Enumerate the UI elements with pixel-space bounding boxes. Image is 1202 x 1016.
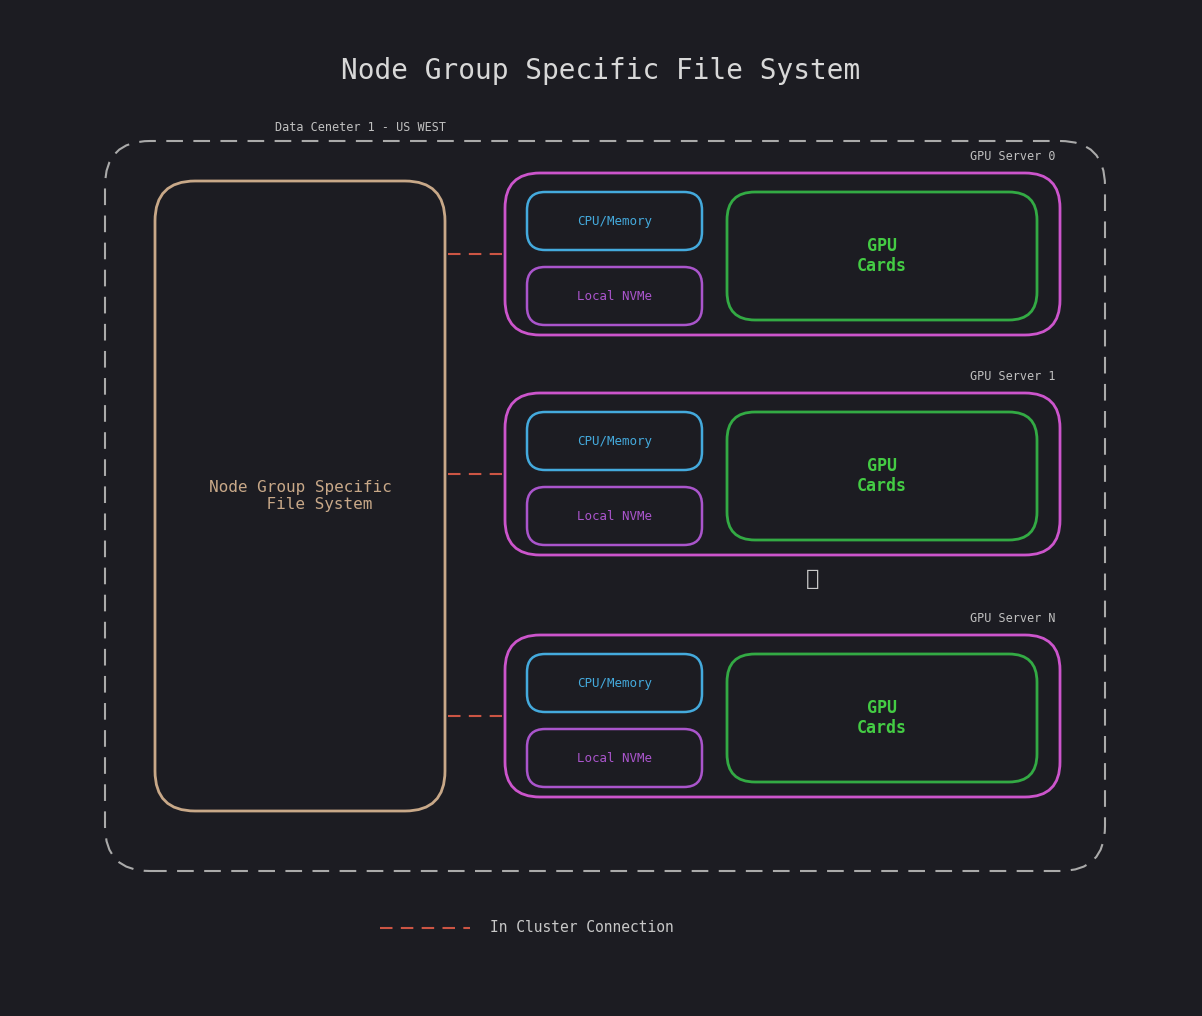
FancyBboxPatch shape: [727, 192, 1037, 320]
Text: Node Group Specific
    File System: Node Group Specific File System: [209, 480, 392, 512]
Text: GPU Server 1: GPU Server 1: [970, 370, 1055, 383]
FancyBboxPatch shape: [526, 487, 702, 545]
Text: GPU Server N: GPU Server N: [970, 612, 1055, 625]
FancyBboxPatch shape: [526, 729, 702, 787]
Text: CPU/Memory: CPU/Memory: [577, 677, 651, 690]
Text: CPU/Memory: CPU/Memory: [577, 214, 651, 228]
Text: ⋮: ⋮: [805, 569, 820, 589]
Text: In Cluster Connection: In Cluster Connection: [490, 920, 674, 936]
FancyBboxPatch shape: [727, 654, 1037, 782]
Text: Data Ceneter 1 - US WEST: Data Ceneter 1 - US WEST: [275, 121, 446, 134]
FancyBboxPatch shape: [526, 192, 702, 250]
Text: GPU
Cards: GPU Cards: [857, 699, 908, 738]
FancyBboxPatch shape: [155, 181, 445, 811]
Text: Local NVMe: Local NVMe: [577, 290, 651, 303]
Text: Node Group Specific File System: Node Group Specific File System: [341, 57, 861, 85]
FancyBboxPatch shape: [526, 267, 702, 325]
FancyBboxPatch shape: [727, 412, 1037, 539]
Text: GPU
Cards: GPU Cards: [857, 237, 908, 275]
Text: CPU/Memory: CPU/Memory: [577, 435, 651, 447]
FancyBboxPatch shape: [526, 654, 702, 712]
FancyBboxPatch shape: [505, 635, 1060, 797]
Text: Local NVMe: Local NVMe: [577, 509, 651, 522]
FancyBboxPatch shape: [526, 412, 702, 470]
Text: GPU
Cards: GPU Cards: [857, 456, 908, 496]
Text: GPU Server 0: GPU Server 0: [970, 150, 1055, 163]
Text: Local NVMe: Local NVMe: [577, 752, 651, 764]
FancyBboxPatch shape: [505, 173, 1060, 335]
FancyBboxPatch shape: [505, 393, 1060, 555]
